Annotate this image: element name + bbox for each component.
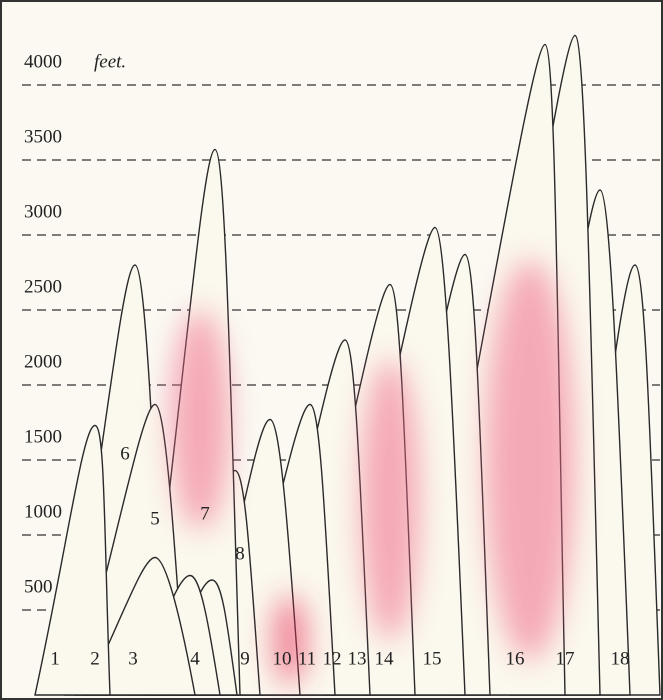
peak-label: 12	[323, 648, 342, 669]
peak-label: 14	[375, 648, 395, 669]
peak-label: 10	[273, 648, 292, 669]
peak-label: 16	[506, 648, 525, 669]
peak-label: 6	[120, 443, 130, 464]
y-tick-label: 1500	[24, 426, 62, 447]
y-tick-label: 3500	[24, 126, 62, 147]
y-tick-label: 2500	[24, 276, 62, 297]
peak-label: 9	[240, 648, 250, 669]
y-tick-label: 4000	[24, 51, 62, 72]
peak-label: 5	[150, 508, 160, 529]
peak-label: 2	[90, 648, 100, 669]
peak-label: 7	[200, 503, 210, 524]
peak-label: 18	[611, 648, 630, 669]
y-tick-label: 2000	[24, 351, 62, 372]
y-tick-label: 500	[24, 576, 53, 597]
peak-label: 17	[556, 648, 575, 669]
chart: 5001000150020002500300035004000feet.1234…	[0, 0, 663, 700]
peak-label: 3	[128, 648, 138, 669]
peak-label: 1	[50, 648, 60, 669]
y-tick-label: 1000	[24, 501, 62, 522]
peak-label: 8	[235, 543, 245, 564]
peak-label: 4	[190, 648, 200, 669]
peak-label: 15	[423, 648, 442, 669]
y-tick-label: 3000	[24, 201, 62, 222]
peak-label: 13	[348, 648, 367, 669]
y-unit: feet.	[94, 51, 126, 72]
peak-label: 11	[298, 648, 316, 669]
